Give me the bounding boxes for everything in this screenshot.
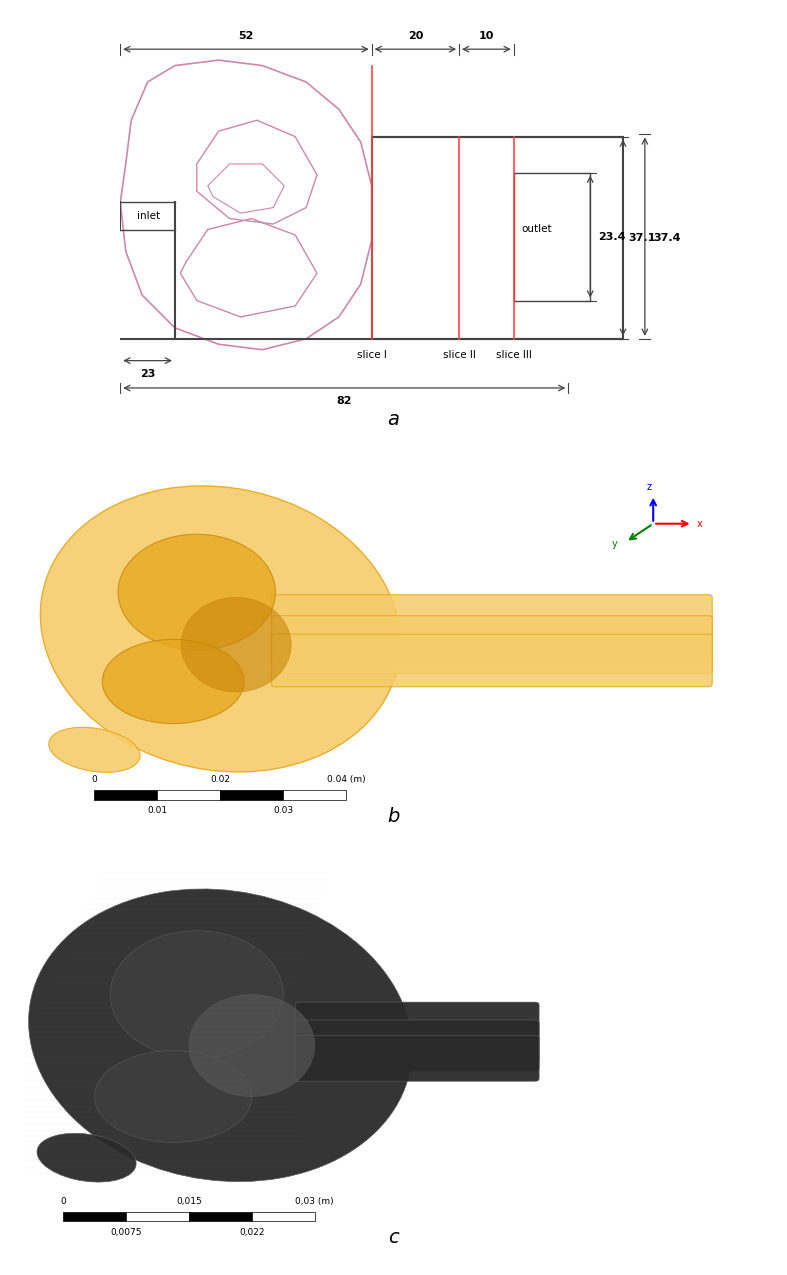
Text: 0: 0 — [60, 1197, 66, 1206]
Text: y: y — [612, 539, 618, 550]
FancyBboxPatch shape — [272, 616, 712, 673]
Ellipse shape — [118, 534, 275, 650]
Ellipse shape — [102, 640, 244, 724]
Text: slice I: slice I — [357, 349, 386, 360]
FancyBboxPatch shape — [295, 1002, 539, 1063]
Ellipse shape — [189, 994, 315, 1096]
Text: slice II: slice II — [442, 349, 475, 360]
Ellipse shape — [110, 931, 283, 1058]
Text: inlet: inlet — [137, 210, 160, 221]
Text: 23.4: 23.4 — [598, 232, 626, 241]
Bar — [189, 1213, 252, 1221]
Text: 10: 10 — [478, 31, 494, 41]
Bar — [283, 790, 346, 799]
Text: c: c — [388, 1228, 399, 1247]
Ellipse shape — [181, 597, 291, 692]
Text: 0.02: 0.02 — [210, 775, 231, 784]
Bar — [371, 136, 623, 339]
Text: 23: 23 — [140, 368, 155, 379]
Text: 0,03 (m): 0,03 (m) — [295, 1197, 334, 1206]
Bar — [220, 790, 283, 799]
Ellipse shape — [49, 727, 140, 773]
Text: slice III: slice III — [496, 349, 532, 360]
FancyBboxPatch shape — [272, 634, 712, 687]
Text: 0: 0 — [91, 775, 98, 784]
Bar — [94, 790, 157, 799]
Text: 82: 82 — [337, 397, 352, 407]
Ellipse shape — [37, 1133, 136, 1182]
FancyBboxPatch shape — [295, 1020, 539, 1071]
Text: z: z — [647, 482, 652, 492]
Bar — [514, 172, 590, 301]
Ellipse shape — [94, 1051, 252, 1142]
Text: outlet: outlet — [521, 224, 552, 235]
Text: 0,0075: 0,0075 — [110, 1228, 142, 1237]
Text: 0.01: 0.01 — [147, 806, 168, 815]
FancyBboxPatch shape — [272, 594, 712, 663]
Text: 37.4: 37.4 — [653, 233, 681, 242]
Text: 20: 20 — [408, 31, 423, 41]
Bar — [126, 1213, 189, 1221]
Text: 52: 52 — [238, 31, 253, 41]
FancyBboxPatch shape — [295, 1035, 539, 1081]
Text: b: b — [387, 807, 400, 826]
Text: 0.04 (m): 0.04 (m) — [327, 775, 366, 784]
Text: a: a — [387, 409, 400, 428]
Ellipse shape — [28, 889, 412, 1182]
Text: 0,022: 0,022 — [239, 1228, 264, 1237]
Text: 37.1: 37.1 — [629, 233, 656, 242]
Text: x: x — [696, 519, 702, 529]
Bar — [157, 790, 220, 799]
Bar — [63, 1213, 126, 1221]
Text: 0.03: 0.03 — [273, 806, 294, 815]
Text: 0,015: 0,015 — [176, 1197, 201, 1206]
Ellipse shape — [40, 486, 401, 771]
Bar — [252, 1213, 315, 1221]
